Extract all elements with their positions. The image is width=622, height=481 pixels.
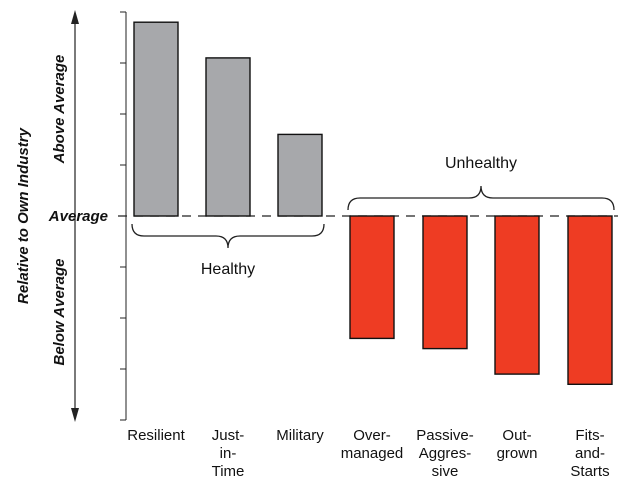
y-arrow-down-head [71, 408, 79, 422]
above-average-label: Above Average [51, 55, 68, 165]
category-label-line: Over- [353, 427, 391, 444]
category-label-line: managed [341, 445, 404, 462]
category-label-line: Out- [502, 427, 531, 444]
label-layer: Healthy Unhealthy Resilient Just-in-Time Mil… [127, 155, 609, 480]
category-label: Out-grown [497, 427, 538, 462]
category-label-line: Starts [570, 463, 609, 480]
category-label: Fits-and-Starts [570, 427, 609, 480]
bar [494, 215, 540, 375]
category-label: Over-managed [341, 427, 404, 462]
category-label-line: Just- [212, 427, 245, 444]
bar [277, 133, 323, 217]
category-label-line: Fits- [575, 427, 604, 444]
category-label-line: Passive- [416, 427, 474, 444]
average-label: Average [48, 208, 108, 225]
category-label: Passive-Aggres-sive [416, 427, 474, 480]
category-label: Just-in-Time [212, 427, 245, 480]
below-average-label: Below Average [51, 259, 68, 366]
bar [422, 215, 468, 350]
group-label-unhealthy: Unhealthy [445, 155, 517, 172]
bar [567, 215, 613, 386]
bar [205, 57, 251, 217]
brace-layer [131, 185, 615, 249]
category-label-line: in- [220, 445, 237, 462]
category-label-line: Military [276, 427, 324, 444]
category-label-line: Aggres- [419, 445, 472, 462]
category-label-line: Resilient [127, 427, 185, 444]
bar [133, 21, 179, 217]
category-label: Military [276, 427, 324, 444]
y-arrow-up-head [71, 10, 79, 24]
category-label-line: and- [575, 445, 605, 462]
group-brace-unhealthy [347, 185, 615, 211]
category-label-line: Time [212, 463, 245, 480]
category-label: Resilient [127, 427, 185, 444]
category-label-line: sive [432, 463, 459, 480]
group-label-healthy: Healthy [201, 261, 255, 278]
bar [349, 215, 395, 340]
category-label-line: grown [497, 445, 538, 462]
bar-layer [133, 21, 613, 386]
y-axis-title: Relative to Own Industry [15, 127, 32, 304]
group-brace-healthy [131, 223, 325, 249]
